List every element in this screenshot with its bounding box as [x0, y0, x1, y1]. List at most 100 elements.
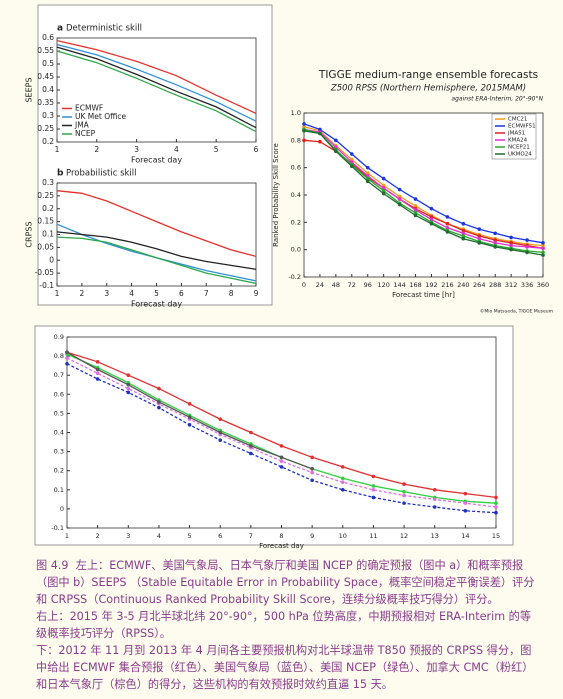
series-marker — [463, 501, 468, 505]
series-marker — [461, 234, 466, 238]
panel-label: b — [57, 169, 64, 179]
series-marker — [445, 226, 450, 230]
series-line — [56, 46, 257, 129]
x-tick-label: 6 — [218, 532, 222, 540]
series-line — [303, 126, 544, 247]
caption-label: 图 4.9 — [36, 559, 69, 572]
series-marker — [429, 221, 434, 226]
y-tick-label: 0.8 — [291, 136, 301, 144]
caption-paragraph: 下：2012 年 11 月到 2013 年 4 月间各主要预报机构对北半球温带 … — [36, 644, 534, 691]
series-marker — [365, 176, 370, 181]
series-marker — [477, 236, 482, 241]
series-marker — [397, 194, 402, 199]
y-tick-label: 0 — [60, 505, 64, 513]
series-marker — [397, 187, 402, 192]
y-tick-label: 0 — [49, 255, 54, 264]
series-marker — [302, 122, 306, 126]
x-tick-label: 2 — [96, 532, 100, 540]
x-tick-label: 8 — [279, 532, 283, 540]
series-marker — [397, 197, 402, 201]
series-marker — [541, 241, 545, 245]
series-marker — [187, 402, 192, 406]
x-tick-label: 4 — [157, 532, 161, 540]
legend-label: UKMO24 — [508, 152, 532, 158]
series-marker — [318, 131, 322, 136]
series-line — [56, 190, 257, 258]
series-line — [56, 43, 257, 122]
series-marker — [494, 495, 498, 500]
series-marker — [541, 246, 545, 251]
series-marker — [413, 197, 418, 201]
series-marker — [445, 230, 450, 234]
x-tick-label: 168 — [409, 281, 421, 289]
series-marker — [95, 377, 100, 381]
series-marker — [95, 360, 100, 364]
series-marker — [157, 405, 161, 410]
panel-label: a — [57, 24, 63, 34]
y-tick-label: 0.6 — [54, 390, 64, 398]
x-tick-label: 4 — [174, 145, 179, 154]
series-marker — [493, 231, 498, 236]
x-tick-label: 360 — [537, 281, 549, 289]
series-marker — [187, 423, 192, 427]
y-tick-label: 0.7 — [54, 371, 64, 379]
x-tick-label: 96 — [364, 281, 372, 289]
series-marker — [461, 231, 466, 236]
series-marker — [371, 488, 376, 492]
series-marker — [365, 174, 370, 178]
series-marker — [249, 444, 253, 448]
series-marker — [477, 241, 482, 245]
series-marker — [371, 474, 376, 479]
series-marker — [381, 189, 386, 193]
y-tick-label: 0.1 — [42, 230, 54, 239]
series-marker — [350, 157, 354, 162]
x-tick-label: 1 — [65, 532, 69, 540]
series-marker — [477, 227, 482, 231]
x-tick-label: 0 — [302, 281, 306, 289]
x-tick-label: 3 — [104, 289, 109, 298]
x-tick-label: 72 — [348, 281, 356, 289]
series-marker — [413, 210, 418, 215]
series-marker — [493, 241, 498, 245]
series-marker — [509, 243, 513, 248]
x-tick-label: 8 — [229, 289, 234, 298]
series-line — [56, 236, 257, 285]
series-line — [303, 128, 544, 249]
x-tick-label: 264 — [473, 281, 485, 289]
x-tick-label: 24 — [316, 281, 324, 289]
series-marker — [249, 430, 253, 435]
series-marker — [429, 217, 434, 222]
series-marker — [310, 470, 314, 475]
x-tick-label: 336 — [521, 281, 533, 289]
x-tick-label: 9 — [310, 532, 314, 540]
legend-frame — [491, 113, 537, 160]
y-tick-label: 0.15 — [37, 217, 54, 226]
series-marker — [461, 221, 466, 226]
series-marker — [509, 247, 513, 252]
caption-paragraph: 图 4.9 左上：ECMWF、美国气象局、日本气象厅和美国 NCEP 的确定预报… — [36, 557, 541, 608]
series-marker — [126, 390, 131, 395]
x-axis-label: Forecast day — [131, 156, 182, 165]
x-tick-label: 288 — [489, 281, 501, 289]
series-marker — [126, 373, 131, 378]
y-tick-label: -0.1 — [51, 524, 64, 532]
legend-label: NCEP — [75, 129, 96, 138]
series-marker — [340, 476, 345, 481]
series-marker — [65, 361, 69, 366]
plot-area — [66, 336, 497, 529]
x-tick-label: 10 — [339, 532, 347, 540]
series-marker — [310, 466, 314, 471]
panel-title: Probabilistic skill — [66, 169, 137, 179]
series-line — [303, 128, 544, 254]
series-marker — [463, 491, 468, 496]
series-marker — [402, 501, 406, 505]
y-tick-label: 0.4 — [54, 429, 64, 437]
series-marker — [525, 250, 529, 255]
series-marker — [126, 382, 131, 387]
series-marker — [381, 186, 386, 190]
x-tick-label: 9 — [254, 289, 259, 298]
x-tick-label: 2 — [94, 145, 99, 154]
x-tick-label: 240 — [457, 281, 469, 289]
plot-area — [56, 182, 257, 287]
